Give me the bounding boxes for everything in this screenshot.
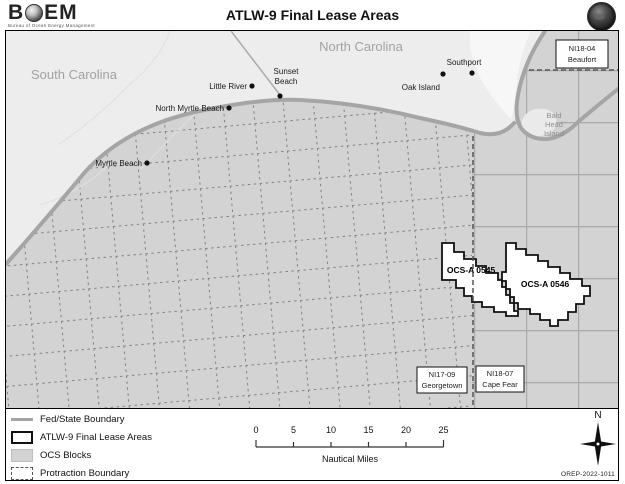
scale-bar-ruler: [255, 440, 445, 448]
compass-star-icon: [580, 422, 616, 466]
black-outline-swatch-icon: [11, 430, 33, 444]
city-label-north-myrtle-beach: North Myrtle Beach: [156, 104, 224, 113]
state-label-north-carolina: North Carolina: [319, 39, 404, 54]
protraction-box-georgetown: NI17-09 Georgetown: [416, 366, 468, 394]
legend-label: Protraction Boundary: [40, 467, 130, 479]
legend-item-lease-areas: ATLW-9 Final Lease Areas: [9, 428, 152, 446]
island-label-3: Island: [544, 129, 564, 138]
island-label-2: Head: [545, 120, 563, 129]
lease-label-0545: OCS-A 0545: [447, 265, 496, 275]
city-dot-southport: [469, 70, 475, 76]
page-title: ATLW-9 Final Lease Areas: [225, 7, 400, 23]
compass-rose: N: [576, 410, 620, 470]
state-boundary-line: [230, 30, 281, 96]
legend-label: ATLW-9 Final Lease Areas: [40, 431, 152, 443]
river-mouth: [470, 31, 530, 119]
county-lines: [39, 30, 197, 206]
protraction-code-georgetown: NI17-09: [429, 370, 456, 379]
scale-tick-label: 20: [400, 425, 412, 435]
globe-icon: [25, 3, 44, 22]
dashed-outline-swatch-icon: [11, 466, 33, 480]
city-dot-north-myrtle-beach: [226, 105, 232, 111]
lease-area-ocs-a-0545: [441, 242, 519, 317]
island-label-1: Bald: [546, 111, 561, 120]
city-label-little-river: Little River: [209, 82, 247, 91]
city-label-sunset-beach-1: Sunset: [274, 67, 300, 76]
fed-state-boundary-east: [514, 29, 620, 142]
logo-subtext: Bureau of Ocean Energy Management: [8, 23, 95, 28]
scale-bar: 0 5 10 15 20 25 Nautical Miles: [252, 425, 448, 465]
city-label-myrtle-beach: Myrtle Beach: [95, 159, 142, 168]
city-dot-little-river: [249, 83, 255, 89]
city-dot-oak-island: [440, 71, 446, 77]
bald-head-island-shape: [520, 108, 557, 137]
scale-tick-label: 5: [290, 425, 297, 435]
protraction-name-cape-fear: Cape Fear: [482, 380, 518, 389]
gray-line-swatch-icon: [11, 417, 33, 421]
scale-bar-numbers: 0 5 10 15 20 25: [252, 425, 448, 436]
city-label-oak-island: Oak Island: [402, 83, 440, 92]
city-dot-myrtle-beach: [144, 160, 150, 166]
scale-tick-label: 25: [438, 425, 449, 435]
logo-letters-em: EM: [44, 1, 78, 24]
protraction-name-georgetown: Georgetown: [422, 381, 463, 390]
protraction-name-beaufort: Beaufort: [568, 55, 597, 64]
header: B EM Bureau of Ocean Energy Management AT…: [0, 0, 625, 31]
scale-bar-unit: Nautical Miles: [321, 454, 379, 464]
city-label-sunset-beach-2: Beach: [275, 77, 298, 86]
legend-item-ocs-blocks: OCS Blocks: [9, 446, 152, 464]
compass-north-label: N: [594, 410, 602, 421]
city-dot-sunset-beach: [277, 93, 283, 99]
city-label-southport: Southport: [447, 58, 482, 67]
map-frame: OCS-A 0545 OCS-A 0546 South Carolina Nor…: [4, 29, 620, 482]
fed-state-boundary-west: [4, 97, 516, 266]
legend-label: OCS Blocks: [40, 449, 92, 461]
boem-logo: B EM Bureau of Ocean Energy Management: [8, 2, 95, 29]
logo-letter-b: B: [8, 1, 25, 24]
document-id: OREP-2022-1011: [561, 471, 615, 478]
legend-label: Fed/State Boundary: [40, 413, 125, 425]
legend-item-protraction-boundary: Protraction Boundary: [9, 464, 152, 482]
protraction-box-beaufort: NI18-04 Beaufort: [555, 39, 609, 69]
scale-tick-label: 0: [253, 425, 259, 435]
scale-tick-label: 15: [363, 425, 374, 435]
gray-fill-swatch-icon: [11, 448, 33, 462]
protraction-code-beaufort: NI18-04: [569, 44, 596, 53]
lease-area-ocs-a-0546: [501, 242, 591, 327]
lease-map: OCS-A 0545 OCS-A 0546 South Carolina Nor…: [4, 29, 620, 408]
legend-item-fed-state-boundary: Fed/State Boundary: [9, 410, 152, 428]
lease-label-0546: OCS-A 0546: [521, 279, 570, 289]
protraction-box-cape-fear: NI18-07 Cape Fear: [475, 365, 525, 393]
map-legend: Fed/State Boundary ATLW-9 Final Lease Ar…: [9, 410, 152, 482]
land-area: [6, 31, 545, 266]
state-label-south-carolina: South Carolina: [31, 67, 118, 82]
map-canvas: OCS-A 0545 OCS-A 0546 South Carolina Nor…: [4, 29, 620, 409]
doi-seal-icon: [587, 2, 616, 31]
scale-tick-label: 10: [325, 425, 337, 435]
protraction-code-cape-fear: NI18-07: [487, 369, 514, 378]
